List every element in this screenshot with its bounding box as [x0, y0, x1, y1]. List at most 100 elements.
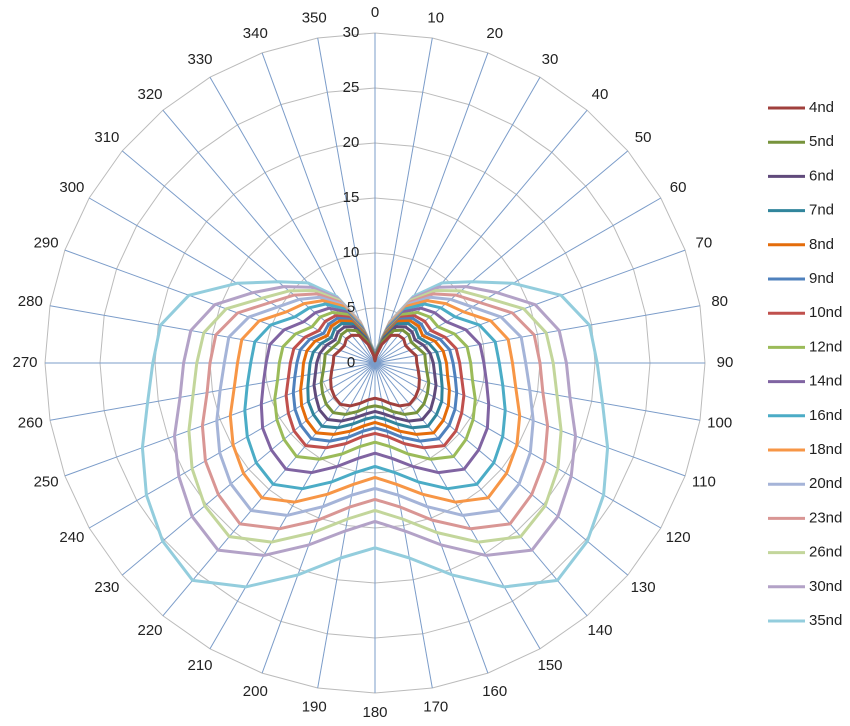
- angle-label: 180: [362, 704, 387, 721]
- series-line: [173, 285, 577, 557]
- spoke: [317, 37, 376, 364]
- angle-label: 270: [12, 354, 37, 371]
- angle-label: 50: [635, 129, 652, 146]
- spoke: [374, 362, 489, 674]
- angle-label: 120: [666, 529, 691, 546]
- angle-label: 250: [34, 474, 59, 491]
- legend-label: 9nd: [809, 270, 834, 287]
- series-line: [284, 314, 466, 450]
- spoke: [374, 362, 433, 689]
- legend-label: 14nd: [809, 373, 842, 390]
- series-line: [200, 292, 550, 531]
- legend-label: 6nd: [809, 167, 834, 184]
- angle-label: 60: [670, 179, 687, 196]
- legend-label: 16nd: [809, 407, 842, 424]
- spoke: [317, 362, 376, 689]
- angle-label: 90: [717, 354, 734, 371]
- angle-label: 330: [187, 51, 212, 68]
- series-line: [259, 306, 491, 475]
- legend-label: 12nd: [809, 338, 842, 355]
- series-line: [187, 289, 563, 544]
- legend: 4nd 5nd 6nd 7nd 8nd 9nd 10nd 12nd 14nd 16nd 18nd 20…: [768, 99, 842, 629]
- series-line: [291, 316, 459, 443]
- legend-label: 10nd: [809, 304, 842, 321]
- legend-label: 8nd: [809, 236, 834, 253]
- angle-label: 140: [587, 622, 612, 639]
- legend-label: 35nd: [809, 612, 842, 629]
- angle-label: 190: [302, 699, 327, 716]
- angle-label: 220: [138, 622, 163, 639]
- angle-label: 210: [187, 657, 212, 674]
- angle-label: 70: [696, 234, 713, 251]
- legend-label: 5nd: [809, 133, 834, 150]
- spoke: [49, 362, 376, 421]
- angle-label: 230: [94, 579, 119, 596]
- angle-label: 320: [138, 86, 163, 103]
- r-tick-label: 10: [343, 244, 360, 261]
- legend-label: 20nd: [809, 475, 842, 492]
- spoke: [261, 362, 376, 674]
- series-line: [312, 325, 438, 423]
- plot-area: [140, 280, 610, 589]
- r-tick-label: 0: [347, 354, 355, 371]
- grid: [44, 32, 706, 694]
- spoke: [374, 362, 686, 477]
- r-tick-label: 30: [343, 24, 360, 41]
- series-line: [306, 321, 444, 430]
- angle-label: 170: [423, 699, 448, 716]
- series-line: [140, 280, 610, 589]
- r-tick-label: 25: [343, 79, 360, 96]
- legend-label: 30nd: [809, 578, 842, 595]
- angle-label: 150: [537, 657, 562, 674]
- angle-label: 310: [94, 129, 119, 146]
- r-tick-label: 5: [347, 299, 355, 316]
- r-tick-label: 15: [343, 189, 360, 206]
- angle-label: 340: [243, 25, 268, 42]
- angle-label: 110: [692, 474, 716, 491]
- spoke: [374, 52, 489, 364]
- angle-label: 40: [592, 86, 609, 103]
- angle-label: 200: [243, 683, 268, 700]
- spoke: [209, 362, 376, 650]
- spoke: [374, 362, 701, 421]
- angle-label: 130: [631, 579, 656, 596]
- spoke: [374, 150, 629, 364]
- legend-label: 4nd: [809, 99, 834, 116]
- series-line: [215, 295, 535, 517]
- angle-label: 350: [302, 9, 327, 26]
- angle-label: 10: [427, 9, 444, 26]
- spoke: [374, 362, 629, 576]
- angle-label: 280: [18, 293, 43, 310]
- angle-label: 300: [59, 179, 84, 196]
- spoke: [374, 362, 541, 650]
- legend-label: 18nd: [809, 441, 842, 458]
- series-line: [243, 302, 507, 491]
- series-line: [299, 319, 451, 436]
- spoke: [261, 52, 376, 364]
- series-line: [228, 299, 522, 504]
- spoke: [374, 37, 433, 364]
- spoke: [64, 249, 376, 364]
- r-tick-label: 20: [343, 134, 360, 151]
- legend-label: 26nd: [809, 544, 842, 561]
- series-line: [319, 328, 431, 416]
- angle-label: 100: [707, 415, 732, 432]
- spoke: [374, 249, 686, 364]
- legend-label: 7nd: [809, 202, 834, 219]
- angle-label: 30: [542, 51, 559, 68]
- angle-label: 80: [711, 293, 728, 310]
- angle-label: 240: [59, 529, 84, 546]
- spoke: [64, 362, 376, 477]
- spoke: [121, 362, 376, 576]
- series-line: [273, 310, 477, 461]
- angle-label: 20: [486, 25, 503, 42]
- angle-label: 0: [371, 4, 379, 21]
- angle-label: 160: [482, 683, 507, 700]
- series-line: [329, 333, 421, 408]
- spoke: [121, 150, 376, 364]
- legend-label: 23nd: [809, 509, 842, 526]
- angle-label: 260: [18, 415, 43, 432]
- angle-label: 290: [34, 234, 59, 251]
